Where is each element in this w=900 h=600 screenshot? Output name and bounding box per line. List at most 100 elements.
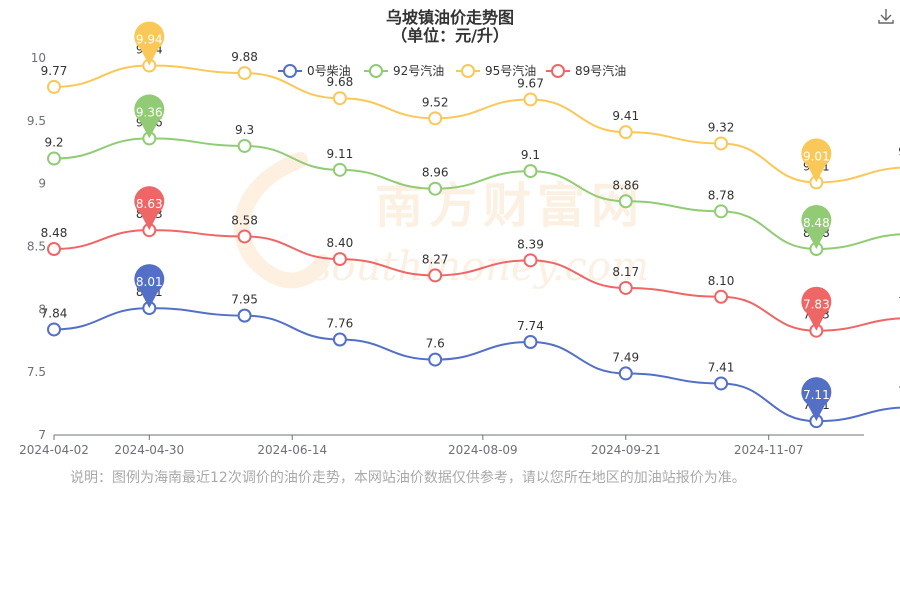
legend-marker	[283, 64, 297, 78]
data-point	[332, 162, 347, 177]
data-point	[332, 332, 347, 347]
legend-marker	[369, 64, 383, 78]
data-point	[523, 253, 538, 268]
pin-marker: 8.48	[801, 205, 832, 250]
legend-item-0[interactable]: 0号柴油	[278, 64, 351, 78]
legend-item-3[interactable]: 89号汽油	[546, 63, 626, 78]
data-point	[428, 111, 443, 126]
x-tick-label: 2024-04-30	[114, 443, 184, 457]
pin-marker: 9.01	[801, 138, 832, 183]
pin-marker: 9.36	[134, 94, 165, 139]
series-line-2	[53, 64, 900, 184]
x-tick-label: 2024-04-02	[19, 443, 89, 457]
pin-label: 9.36	[136, 105, 163, 119]
data-point	[428, 268, 443, 283]
data-point	[714, 376, 729, 391]
x-tick-label: 2024-09-21	[591, 443, 661, 457]
y-tick-label: 10	[31, 51, 46, 65]
y-tick-label: 7.5	[27, 365, 46, 379]
data-label: 7.95	[231, 293, 258, 307]
pin-marker: 8.01	[134, 264, 165, 309]
chart-subtitle: （单位：元/升）	[391, 26, 509, 45]
data-label: 8.10	[708, 274, 735, 288]
data-label: 8.96	[422, 166, 449, 180]
data-point	[332, 252, 347, 267]
data-point	[618, 366, 633, 381]
data-label: 9.2	[44, 136, 63, 150]
data-point	[523, 92, 538, 107]
y-tick-label: 9.5	[27, 114, 46, 128]
data-label: 9.41	[612, 109, 639, 123]
data-label: 7.93	[898, 295, 900, 309]
pin-shape	[134, 264, 165, 309]
data-label: 8.17	[612, 265, 639, 279]
data-label: 9.68	[327, 75, 354, 89]
pin-shape	[801, 286, 832, 331]
data-point	[523, 335, 538, 350]
data-label: 8.58	[231, 213, 258, 227]
data-point	[47, 322, 61, 337]
pin-label: 9.01	[803, 149, 830, 163]
data-label: 8.48	[41, 226, 68, 240]
pin-marker: 8.63	[134, 186, 165, 231]
pin-shape	[134, 186, 165, 231]
y-tick-label: 7	[38, 428, 46, 442]
x-tick-label: 2024-06-14	[257, 443, 327, 457]
data-point	[47, 242, 61, 257]
legend-marker	[551, 64, 565, 78]
pin-shape	[134, 94, 165, 139]
data-point	[618, 125, 633, 140]
download-icon[interactable]	[876, 6, 896, 26]
data-point	[332, 91, 347, 106]
pin-shape	[801, 138, 832, 183]
data-label: 9.13	[898, 144, 900, 158]
data-label: 9.32	[708, 120, 735, 134]
pin-label: 8.48	[803, 216, 830, 230]
data-label: 8.78	[708, 188, 735, 202]
y-tick-label: 8	[38, 302, 46, 316]
legend-marker	[461, 64, 475, 78]
data-label: 7.6	[426, 337, 445, 351]
legend-item-1[interactable]: 92号汽油	[364, 63, 444, 78]
data-point	[618, 280, 633, 295]
data-point	[714, 289, 729, 304]
pin-label: 8.63	[136, 197, 163, 211]
data-point	[428, 352, 443, 367]
legend-label: 95号汽油	[485, 63, 536, 78]
series-line-1	[53, 137, 900, 251]
data-label: 9.88	[231, 50, 258, 64]
pin-label: 8.01	[136, 275, 163, 289]
data-point	[47, 151, 61, 166]
data-label: 9.67	[517, 76, 544, 90]
data-point	[237, 138, 252, 153]
legend-label: 0号柴油	[307, 64, 351, 78]
pin-marker: 7.83	[801, 286, 832, 331]
y-tick-label: 9	[38, 177, 46, 191]
data-label: 8.39	[517, 237, 544, 251]
series-line-3	[53, 229, 900, 332]
data-label: 8.40	[327, 236, 354, 250]
data-point	[714, 136, 729, 151]
data-point	[714, 204, 729, 219]
data-point	[47, 79, 61, 94]
data-label: 7.74	[517, 319, 544, 333]
pin-label: 7.83	[803, 298, 830, 312]
pin-marker: 9.94	[134, 21, 165, 66]
pin-shape	[801, 205, 832, 250]
legend-label: 92号汽油	[393, 63, 444, 78]
data-label: 9.1	[521, 148, 540, 162]
x-tick-label: 2024-08-09	[448, 443, 518, 457]
data-label: 9.11	[327, 147, 354, 161]
pin-label: 9.94	[136, 33, 163, 47]
y-tick-label: 8.5	[27, 240, 46, 254]
legend-item-2[interactable]: 95号汽油	[456, 63, 536, 78]
pin-shape	[801, 377, 832, 422]
chart-title: 乌坡镇油价走势图	[385, 8, 514, 27]
data-label: 9.77	[41, 64, 68, 78]
pin-marker: 7.11	[801, 377, 832, 422]
data-label: 8.27	[422, 252, 449, 266]
data-label: 8.86	[612, 178, 639, 192]
data-point	[523, 164, 538, 179]
data-point	[618, 194, 633, 209]
